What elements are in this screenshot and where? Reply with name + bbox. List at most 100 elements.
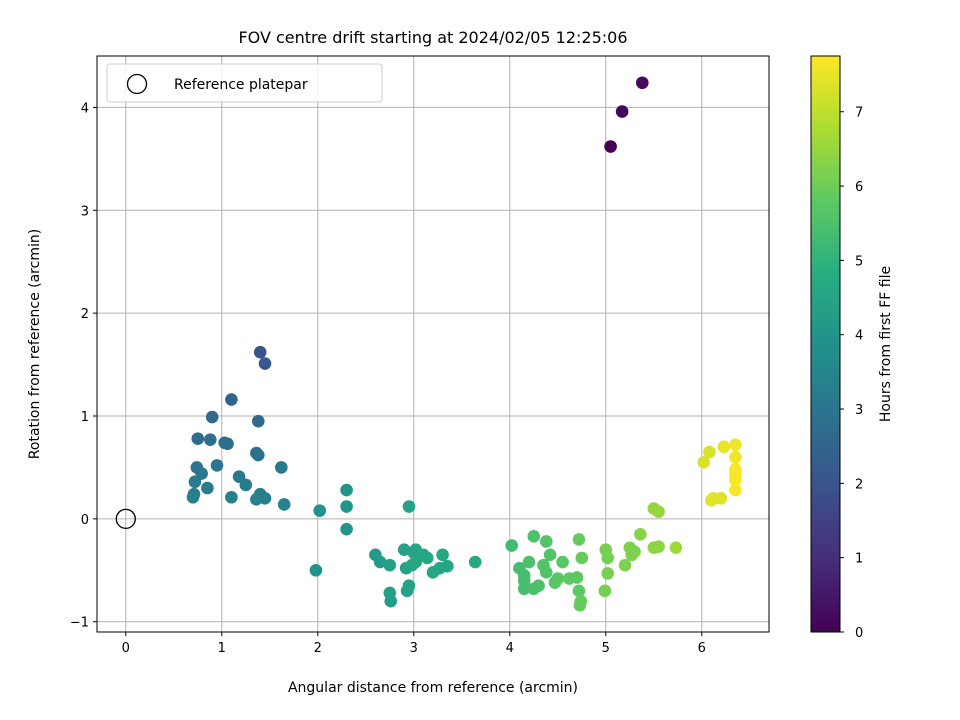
data-point: [669, 541, 683, 554]
x-tick-label: 1: [218, 641, 226, 656]
data-point: [384, 594, 398, 608]
legend: Reference platepar: [106, 63, 383, 103]
data-point: [210, 459, 224, 472]
data-points: [115, 76, 742, 612]
colorbar-tick-label: 1: [855, 552, 863, 567]
x-axis-ticks: 0 1 2 3 4 5 6: [122, 632, 706, 656]
data-point: [615, 105, 629, 118]
data-point: [532, 579, 545, 593]
colorbar-tick-label: 4: [855, 329, 863, 344]
data-point: [539, 566, 553, 579]
colorbar-tick-label: 0: [855, 626, 863, 641]
chart-title: FOV centre drift starting at 2024/02/05 …: [238, 28, 627, 47]
data-point: [225, 393, 238, 406]
data-point: [604, 140, 617, 153]
data-point: [203, 433, 217, 446]
data-point: [186, 490, 200, 504]
data-point: [340, 483, 353, 497]
colorbar-ticks: 0 1 2 3 4 5 6 7: [840, 106, 863, 641]
data-point: [729, 483, 742, 497]
y-tick-label: −1: [70, 616, 89, 631]
data-point: [628, 545, 641, 559]
plot-frame: [96, 55, 770, 633]
y-tick-label: 0: [81, 513, 89, 528]
data-point: [420, 551, 434, 565]
data-point: [201, 481, 214, 495]
x-tick-label: 0: [122, 641, 130, 656]
legend-marker-reference: [126, 73, 148, 95]
data-point: [340, 500, 353, 513]
data-point: [517, 582, 531, 596]
data-point: [251, 448, 265, 462]
data-point: [729, 450, 742, 464]
data-point: [543, 548, 557, 562]
data-point: [225, 490, 238, 504]
data-point: [468, 555, 482, 569]
data-point: [556, 555, 569, 569]
data-point: [441, 559, 454, 573]
colorbar-tick-label: 7: [855, 106, 863, 121]
data-point: [436, 548, 449, 562]
x-tick-label: 5: [602, 641, 610, 656]
data-point: [309, 563, 323, 577]
data-point: [239, 478, 253, 492]
x-tick-label: 6: [698, 641, 706, 656]
x-axis-label: Angular distance from reference (arcmin): [288, 680, 578, 696]
data-point: [275, 461, 288, 474]
data-point: [340, 522, 353, 536]
data-point: [405, 558, 419, 572]
y-axis-label: Rotation from reference (arcmin): [27, 229, 43, 459]
data-point: [258, 357, 272, 370]
x-tick-label: 3: [410, 641, 418, 656]
data-point: [400, 584, 414, 598]
data-point: [635, 76, 649, 90]
colorbar-tick-label: 2: [855, 477, 863, 492]
data-point: [697, 455, 711, 469]
data-point: [253, 345, 267, 359]
data-point: [575, 551, 589, 565]
data-point: [717, 440, 731, 454]
data-point: [598, 584, 612, 598]
data-point: [729, 438, 742, 452]
grid-lines: [97, 56, 769, 632]
y-tick-label: 3: [81, 204, 89, 219]
data-point: [251, 414, 265, 428]
data-point: [205, 410, 219, 424]
data-point: [250, 493, 263, 506]
data-point: [729, 473, 742, 487]
data-point: [703, 445, 716, 459]
data-point: [191, 432, 205, 445]
data-point: [572, 584, 586, 598]
reference-point-marker: [115, 508, 136, 530]
data-point: [313, 504, 327, 517]
data-point: [634, 527, 647, 541]
data-point: [383, 558, 397, 572]
y-tick-label: 1: [81, 410, 89, 425]
data-point: [539, 535, 553, 548]
y-axis-ticks: −1 0 1 2 3 4: [70, 101, 97, 631]
data-point: [221, 437, 234, 451]
data-point: [551, 572, 565, 585]
data-point: [402, 500, 416, 513]
data-point: [714, 491, 728, 505]
colorbar-tick-label: 6: [855, 180, 863, 195]
data-point: [527, 530, 541, 543]
data-point: [277, 498, 291, 511]
legend-box: [106, 63, 383, 103]
data-point: [618, 558, 632, 572]
legend-label-reference: Reference platepar: [174, 77, 308, 93]
data-point: [188, 475, 202, 489]
data-point: [397, 543, 411, 557]
y-tick-label: 4: [81, 101, 89, 116]
data-point: [572, 533, 586, 546]
data-point: [601, 551, 615, 565]
colorbar-tick-label: 5: [855, 254, 863, 269]
x-tick-label: 4: [506, 641, 514, 656]
data-point: [601, 567, 615, 580]
y-tick-label: 2: [81, 307, 89, 322]
data-point: [652, 540, 665, 553]
colorbar: [810, 55, 841, 633]
data-point: [573, 598, 587, 612]
data-point: [522, 555, 536, 569]
